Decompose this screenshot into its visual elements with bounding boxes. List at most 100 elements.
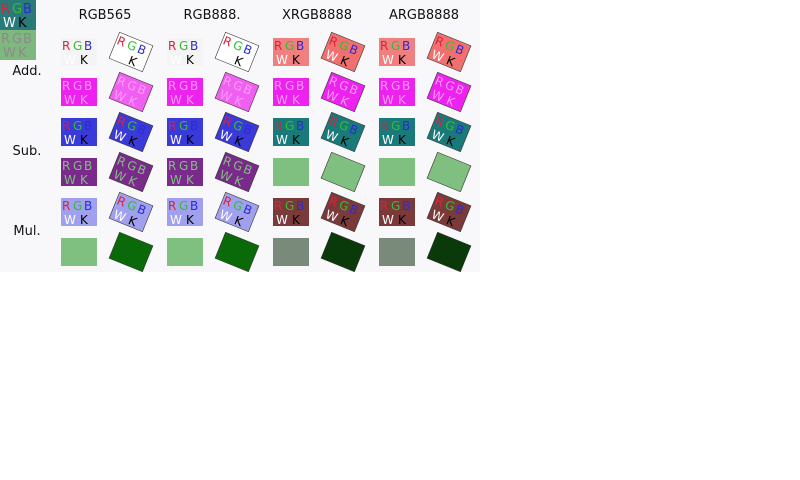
- glyph-r: R: [62, 199, 70, 213]
- glyph-w: W: [217, 167, 233, 184]
- blend-tile-bg: [379, 38, 415, 66]
- ref-top-b: B: [23, 2, 32, 17]
- glyph-w: W: [276, 93, 288, 107]
- blend-tile-bg: [320, 231, 366, 273]
- glyph-w: W: [276, 253, 288, 267]
- glyph-w: W: [217, 87, 233, 104]
- glyph-r: R: [274, 79, 282, 93]
- blend-tile-bg: [61, 158, 97, 186]
- blend-test-panel: R G B W K R G B W K RGB565 RGB888. XRGB8…: [0, 0, 480, 273]
- glyph-b: B: [402, 239, 410, 253]
- glyph-r: R: [168, 119, 176, 133]
- glyph-k: K: [398, 133, 407, 147]
- blend-tile-bg: [320, 71, 366, 113]
- reference-top-svg: R G B W K: [0, 0, 36, 31]
- glyph-w: W: [323, 167, 339, 184]
- column-header-rgb565: RGB565: [78, 8, 132, 23]
- glyph-r: R: [168, 239, 176, 253]
- glyph-b: B: [402, 119, 410, 133]
- glyph-b: B: [296, 119, 304, 133]
- blend-tile-bg: [108, 231, 154, 273]
- glyph-g: G: [391, 239, 400, 253]
- blend-tile-bg: [426, 191, 472, 233]
- glyph-b: B: [84, 39, 92, 53]
- blend-tile-bg: [273, 158, 309, 186]
- blend-tile-bg: [108, 151, 154, 193]
- blend-tile-bg: [108, 191, 154, 233]
- glyph-w: W: [323, 87, 339, 104]
- blend-tile-bg: [426, 31, 472, 73]
- glyph-r: R: [168, 159, 176, 173]
- glyph-r: R: [62, 39, 70, 53]
- glyph-r: R: [274, 39, 282, 53]
- blend-tile-bg: [426, 231, 472, 273]
- glyph-w: W: [217, 247, 233, 264]
- glyph-b: B: [84, 199, 92, 213]
- blend-tile-bg: [320, 151, 366, 193]
- blend-tile-bg: [167, 238, 203, 266]
- blend-tile-bg: [320, 31, 366, 73]
- blend-tile-bg: [108, 111, 154, 153]
- glyph-r: R: [168, 199, 176, 213]
- glyph-b: B: [296, 159, 304, 173]
- glyph-r: R: [62, 119, 70, 133]
- row-label-add: Add.: [12, 64, 42, 79]
- glyph-w: W: [64, 53, 76, 67]
- ref-bottom-b: B: [23, 32, 32, 47]
- blend-tile-bg: [273, 118, 309, 146]
- glyph-w: W: [429, 247, 445, 264]
- reference-bottom-bg: [0, 30, 36, 60]
- glyph-g: G: [391, 119, 400, 133]
- glyph-g: G: [73, 159, 82, 173]
- blend-tile-bg: [379, 238, 415, 266]
- column-header-xrgb8888: XRGB8888: [281, 8, 352, 23]
- blend-tile-bg: [379, 198, 415, 226]
- glyph-g: G: [179, 199, 188, 213]
- ref-top-r: R: [1, 2, 10, 17]
- glyph-k: K: [292, 93, 301, 107]
- ref-top-k: K: [18, 16, 27, 30]
- glyph-g: G: [73, 79, 82, 93]
- ref-top-g: G: [12, 2, 22, 17]
- glyph-w: W: [170, 213, 182, 227]
- ref-top-w: W: [3, 16, 16, 30]
